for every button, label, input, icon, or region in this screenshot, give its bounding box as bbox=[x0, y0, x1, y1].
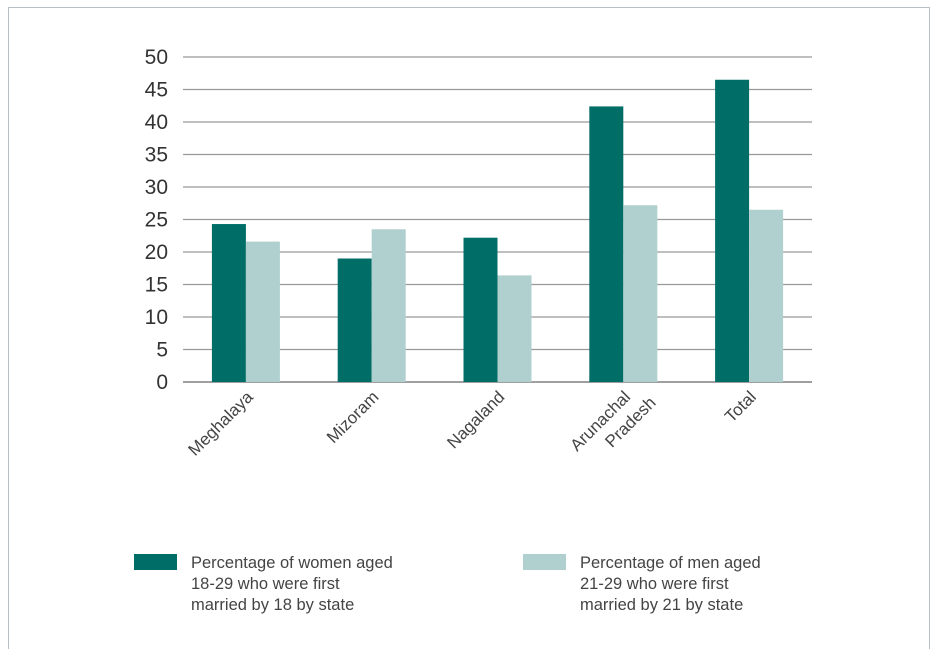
x-tick-label-3: ArunachalPradesh bbox=[567, 377, 660, 470]
y-tick-label-0: 0 bbox=[156, 371, 168, 394]
y-tick-label-35: 35 bbox=[145, 144, 168, 167]
y-tick-label-10: 10 bbox=[145, 306, 168, 329]
x-tick-label-4: Total bbox=[721, 387, 760, 426]
y-tick-label-50: 50 bbox=[145, 46, 168, 69]
bars bbox=[211, 79, 784, 383]
bar-1-4 bbox=[749, 209, 784, 382]
legend-label-women: Percentage of women aged 18-29 who were … bbox=[191, 554, 393, 614]
legend-label-men: Percentage of men aged 21-29 who were fi… bbox=[580, 554, 761, 614]
y-tick-label-5: 5 bbox=[156, 339, 168, 362]
x-tick-label-2: Nagaland bbox=[443, 387, 508, 452]
bar-0-3 bbox=[589, 106, 624, 383]
legend-item-men: Percentage of men aged 21-29 who were fi… bbox=[523, 553, 761, 616]
y-tick-label-45: 45 bbox=[145, 79, 168, 102]
y-axis-tick-labels: 0 5 10 15 20 25 30 35 40 45 50 bbox=[145, 46, 168, 394]
bar-1-3 bbox=[623, 205, 658, 382]
y-tick-label-25: 25 bbox=[145, 209, 168, 232]
y-tick-label-15: 15 bbox=[145, 274, 168, 297]
bar-0-0 bbox=[211, 224, 246, 382]
y-tick-label-20: 20 bbox=[145, 241, 168, 264]
bar-chart: 0 5 10 15 20 25 30 35 40 45 50 Meghalaya Mizoram Nag… bbox=[145, 46, 812, 470]
bar-1-0 bbox=[245, 241, 280, 382]
legend-item-women: Percentage of women aged 18-29 who were … bbox=[134, 553, 393, 616]
legend-swatch-women bbox=[134, 554, 177, 570]
x-tick-label-1: Mizoram bbox=[323, 387, 383, 447]
bar-1-2 bbox=[497, 275, 532, 382]
legend-swatch-men bbox=[523, 554, 566, 570]
y-tick-label-40: 40 bbox=[145, 111, 168, 134]
bar-0-2 bbox=[463, 237, 498, 382]
bar-1-1 bbox=[371, 229, 406, 382]
y-tick-label-30: 30 bbox=[145, 176, 168, 199]
x-axis-category-labels: Meghalaya Mizoram Nagaland ArunachalPradesh… bbox=[184, 377, 760, 470]
bar-0-1 bbox=[337, 258, 372, 382]
x-tick-label-0: Meghalaya bbox=[184, 387, 257, 460]
bar-0-4 bbox=[715, 79, 750, 382]
